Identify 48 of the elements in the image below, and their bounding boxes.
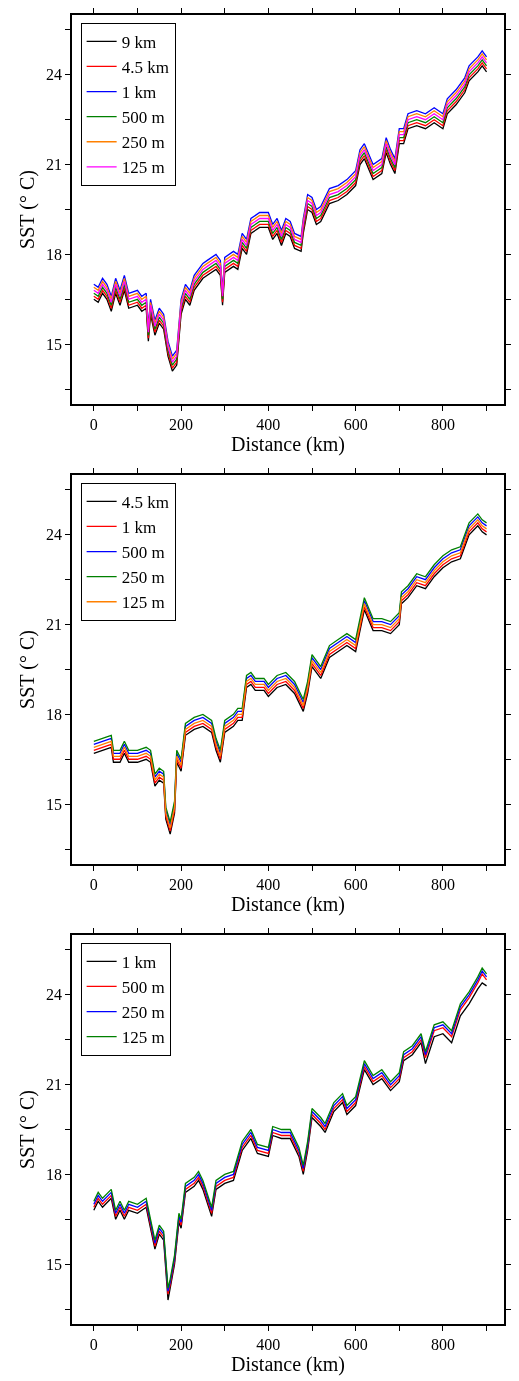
x-tick-label: 200 bbox=[169, 875, 194, 893]
x-tick-label: 400 bbox=[256, 1335, 281, 1353]
legend-label: 9 km bbox=[121, 32, 157, 52]
y-tick-label: 21 bbox=[46, 1076, 63, 1094]
x-axis-title: Distance (km) bbox=[231, 432, 345, 456]
x-axis-title: Distance (km) bbox=[231, 1352, 345, 1376]
legend-label: 125 m bbox=[121, 593, 165, 613]
legend-label: 1 km bbox=[121, 83, 157, 103]
x-tick-label: 200 bbox=[169, 415, 194, 433]
legend-label: 125 m bbox=[121, 1028, 165, 1048]
legend-label: 250 m bbox=[121, 568, 165, 588]
y-tick-label: 18 bbox=[46, 1165, 63, 1183]
x-tick-label: 800 bbox=[430, 1335, 455, 1353]
x-tick-label: 0 bbox=[89, 415, 98, 433]
legend-label: 500 m bbox=[121, 543, 165, 563]
x-tick-label: 800 bbox=[430, 415, 455, 433]
y-tick-label: 15 bbox=[46, 335, 63, 353]
x-tick-label: 400 bbox=[256, 875, 281, 893]
x-tick-label: 400 bbox=[256, 415, 281, 433]
legend-label: 250 m bbox=[121, 1003, 165, 1023]
legend-label: 125 m bbox=[121, 158, 165, 178]
y-tick-label: 21 bbox=[46, 616, 63, 634]
x-tick-label: 0 bbox=[89, 875, 98, 893]
y-axis-title: SST (° C) bbox=[16, 630, 40, 709]
y-tick-label: 15 bbox=[46, 1255, 63, 1273]
legend-label: 250 m bbox=[121, 133, 165, 153]
legend-label: 4.5 km bbox=[121, 58, 169, 78]
y-axis-title: SST (° C) bbox=[16, 170, 40, 249]
x-tick-label: 600 bbox=[343, 875, 368, 893]
x-tick-label: 200 bbox=[169, 1335, 194, 1353]
y-tick-label: 24 bbox=[46, 986, 63, 1004]
y-tick-label: 21 bbox=[46, 156, 63, 174]
legend-label: 500 m bbox=[121, 108, 165, 128]
legend-label: 500 m bbox=[121, 978, 165, 998]
x-tick-label: 0 bbox=[89, 1335, 98, 1353]
legend-label: 1 km bbox=[121, 518, 157, 538]
y-tick-label: 18 bbox=[46, 245, 63, 263]
x-tick-label: 600 bbox=[343, 1335, 368, 1353]
legend-label: 1 km bbox=[121, 952, 157, 972]
y-tick-label: 15 bbox=[46, 795, 63, 813]
legend-label: 4.5 km bbox=[121, 492, 169, 512]
x-axis-title: Distance (km) bbox=[231, 892, 345, 916]
y-tick-label: 24 bbox=[46, 526, 63, 544]
y-tick-label: 18 bbox=[46, 705, 63, 723]
x-tick-label: 800 bbox=[430, 875, 455, 893]
x-tick-label: 600 bbox=[343, 415, 368, 433]
y-axis-title: SST (° C) bbox=[16, 1090, 40, 1169]
y-tick-label: 24 bbox=[46, 66, 63, 84]
